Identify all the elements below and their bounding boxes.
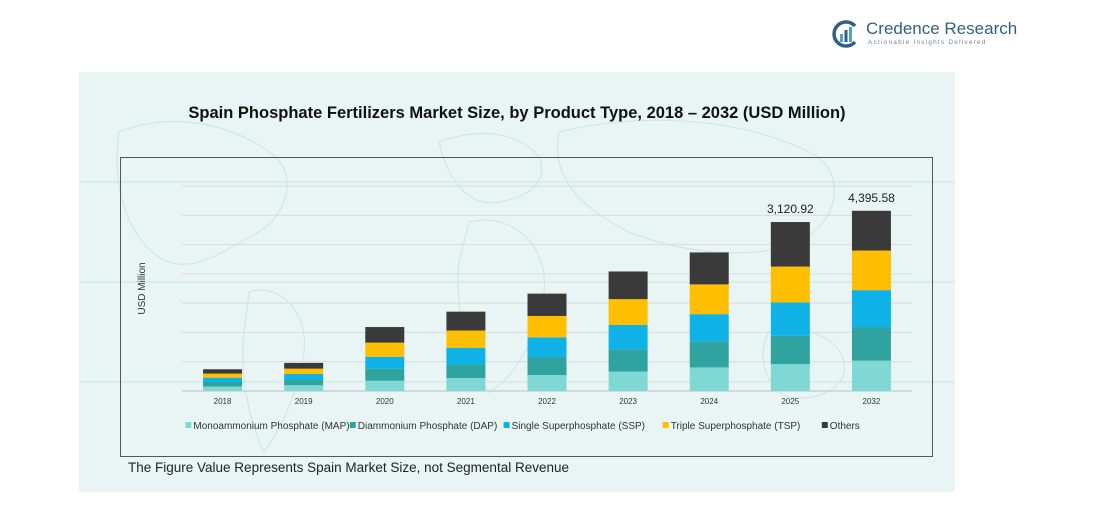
bar-segment [284,362,324,369]
x-tick-label: 2025 [781,397,799,406]
bar-segment [689,252,729,285]
legend-item: Diammonium Phosphate (DAP) [358,421,498,432]
chart-panel: Spain Phosphate Fertilizers Market Size,… [79,72,955,492]
bar-segment [608,371,648,391]
chart-title: Spain Phosphate Fertilizers Market Size,… [188,104,846,122]
bar-segment [770,364,810,391]
x-tick-label: 2032 [863,397,881,406]
bar-segment [689,284,729,315]
legend-item: Triple Superphosphate (TSP) [671,421,801,432]
bar-segment [527,337,567,357]
bar-segment [446,311,486,331]
x-tick-label: 2019 [295,397,313,406]
bar-segment [284,368,324,374]
bar-segment [689,367,729,391]
bar-segment [203,369,243,374]
data-label: 3,120.92 [767,202,814,216]
bar-segment [770,266,810,303]
brand-name: Credence Research [866,19,1018,38]
bar-segment [203,381,243,387]
bar-segment [446,378,486,391]
legend-item: Single Superphosphate (SSP) [512,421,645,432]
stacked-bar-chart: USD Million 2018 2019 2020 2021 2022 2023 2024 2… [137,185,912,432]
bar-segment [851,327,891,361]
bar-segment [608,324,648,350]
bar-segment [527,356,567,376]
bar-segment [365,342,405,357]
bar-segment [446,347,486,365]
bar-segment [527,315,567,338]
bar-segment [689,341,729,368]
bar-segment [608,299,648,325]
bar-segment [284,385,324,391]
bar-segment [284,379,324,386]
bar-segment [365,356,405,369]
data-label: 4,395.58 [848,191,895,205]
x-tick-label: 2023 [619,397,637,406]
bar-segment [770,335,810,365]
bar-segment [446,330,486,348]
bar-segment [851,250,891,291]
bar-segment [527,293,567,316]
brand-logo: Credence Research Actionable Insights De… [832,18,1032,52]
bar-segment [365,380,405,391]
bar-segment [851,290,891,328]
legend-swatch [349,422,356,428]
bar-segment [203,377,243,382]
bar-segment [608,349,648,372]
legend-swatch [503,422,510,428]
legend-swatch [662,422,669,428]
x-tick-label: 2021 [457,397,475,406]
brand-tagline: Actionable Insights Delivered [868,39,987,46]
bar-segment [770,222,810,267]
bar-segment [851,210,891,251]
x-tick-label: 2022 [538,397,556,406]
bar-segment [203,373,243,378]
bar-segment [689,314,729,342]
bar-segment [284,373,324,380]
bar-segment [446,364,486,379]
plot-frame: USD Million 2018 2019 2020 2021 2022 2023 2024 2… [120,157,933,457]
bar-segment [851,360,891,391]
bar-segment [365,368,405,381]
footnote: The Figure Value Represents Spain Market… [128,460,569,475]
bar-segment [203,386,243,391]
legend-item: Monoammonium Phosphate (MAP) [193,421,349,432]
bar-segment [608,271,648,300]
logo-icon [832,20,857,48]
x-tick-label: 2020 [376,397,394,406]
legend-swatch [821,422,828,428]
legend-item: Others [830,421,860,432]
x-tick-label: 2024 [700,397,718,406]
y-axis-label: USD Million [137,262,148,314]
legend-swatch [185,422,192,428]
x-tick-label: 2018 [214,397,232,406]
bar-segment [365,327,405,343]
bar-segment [770,302,810,336]
bar-segment [527,375,567,391]
